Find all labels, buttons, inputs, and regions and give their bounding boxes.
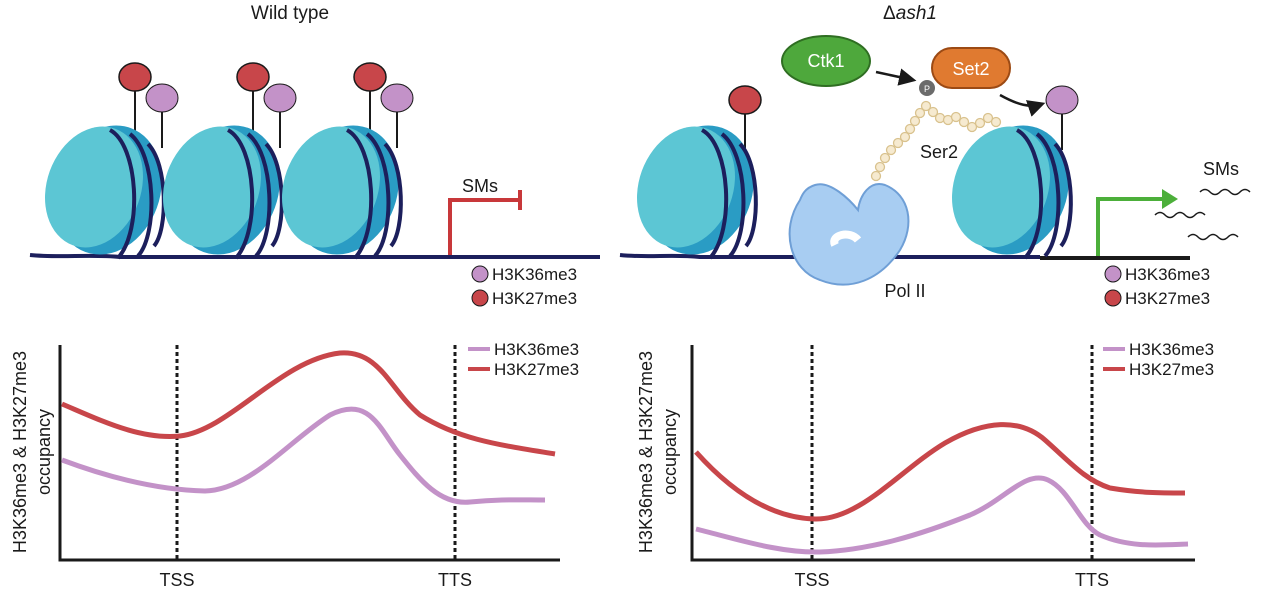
h3k36me3-mark [263, 83, 297, 113]
svg-text:H3K36me3: H3K36me3 [494, 340, 579, 359]
phospho-label: P [924, 84, 930, 94]
sms-label: SMs [1203, 159, 1239, 179]
ctd-tail [870, 100, 1002, 182]
svg-text:Ctk1: Ctk1 [807, 51, 844, 71]
sms-label: SMs [462, 176, 498, 196]
nucleosome-2 [144, 62, 300, 272]
dna-strand [619, 253, 1040, 259]
legend-top-left: H3K36me3 H3K27me3 [471, 265, 577, 308]
tss-label: TSS [794, 570, 829, 590]
axes [690, 345, 1195, 562]
dna-strand [29, 253, 600, 259]
pol2-label: Pol II [884, 281, 925, 301]
h3k27me3-mark [236, 62, 270, 92]
plot-legend: H3K36me3 H3K27me3 [1103, 340, 1214, 379]
h3k27me3-mark [118, 62, 152, 92]
svg-text:H3K36me3: H3K36me3 [1129, 340, 1214, 359]
occupancy-plot-right: H3K36me3 & H3K27me3 occupancy TSS TTS H3… [636, 340, 1214, 590]
occupancy-plot-left: H3K36me3 & H3K27me3 occupancy TSS TTS H3… [10, 340, 579, 590]
h3k27me3-curve [694, 422, 1186, 522]
h3k36me3-mark [145, 83, 179, 113]
ctk1-kinase: Ctk1 [781, 35, 871, 87]
tts-label: TTS [1075, 570, 1109, 590]
h3k27me3-mark [353, 62, 387, 92]
y-axis-label: H3K36me3 & H3K27me3 [10, 351, 30, 553]
plot-legend: H3K36me3 H3K27me3 [468, 340, 579, 379]
nucleosome-1 [26, 62, 182, 272]
panel-title-wild-type: Wild type [251, 3, 329, 24]
repressed-gene-symbol [448, 190, 522, 255]
svg-text:H3K27me3: H3K27me3 [1125, 289, 1210, 308]
transcripts [1154, 188, 1251, 241]
y-axis-label-2: occupancy [660, 409, 680, 495]
wild-type-panel: Wild type SMs [10, 3, 600, 590]
h3k36me3-curve [61, 406, 546, 505]
pol2-enzyme: Pol II [788, 183, 926, 301]
active-gene-arrow [1096, 197, 1165, 256]
svg-text:Set2: Set2 [952, 59, 989, 79]
y-axis-label-2: occupancy [34, 409, 54, 495]
ctk1-arrow [875, 68, 917, 86]
nucleosome-left [618, 85, 774, 272]
ser2-label: Ser2 [920, 142, 958, 162]
h3k27me3-mark [728, 85, 762, 115]
svg-text:H3K27me3: H3K27me3 [1129, 360, 1214, 379]
nucleosome-3 [263, 62, 419, 272]
tts-label: TTS [438, 570, 472, 590]
axes [58, 345, 560, 562]
h3k36me3-curve [695, 475, 1189, 555]
set2-arrow [999, 93, 1046, 117]
phospho-site [919, 80, 935, 96]
svg-text:H3K36me3: H3K36me3 [1125, 265, 1210, 284]
set2-methyltransferase: Set2 [931, 47, 1011, 89]
nucleosome-right [933, 85, 1089, 272]
svg-text:H3K27me3: H3K27me3 [494, 360, 579, 379]
svg-text:H3K36me3: H3K36me3 [492, 265, 577, 284]
panel-title-ash1: Δash1 [883, 3, 937, 24]
tss-label: TSS [159, 570, 194, 590]
h3k36me3-mark [1045, 85, 1079, 115]
y-axis-label: H3K36me3 & H3K27me3 [636, 351, 656, 553]
h3k36me3-mark [380, 83, 414, 113]
legend-top-right: H3K36me3 H3K27me3 [1104, 265, 1210, 308]
svg-text:H3K27me3: H3K27me3 [492, 289, 577, 308]
h3k27me3-curve [61, 350, 556, 457]
ash1-mutant-panel: Δash1 Pol II [618, 3, 1251, 590]
